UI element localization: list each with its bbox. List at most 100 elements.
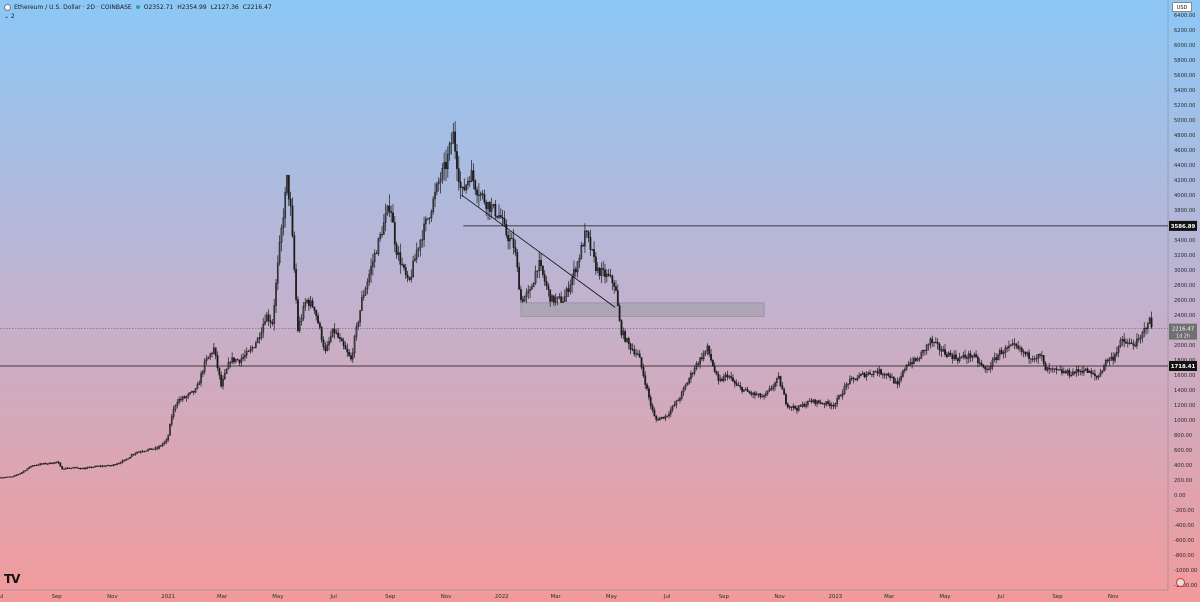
candle-body bbox=[1104, 359, 1107, 367]
currency-button[interactable]: USD bbox=[1172, 2, 1192, 12]
candle-body bbox=[891, 376, 893, 378]
symbol-header[interactable]: Ethereum / U.S. Dollar · 2D · COINBASE O… bbox=[4, 1, 276, 13]
candle-body bbox=[317, 315, 319, 324]
us-flag-icon[interactable] bbox=[1176, 578, 1185, 587]
candle-body bbox=[852, 377, 855, 379]
time-tick-label: 2021 bbox=[161, 594, 175, 600]
candle-body bbox=[900, 376, 903, 381]
candle-body bbox=[72, 467, 75, 469]
candle-body bbox=[97, 465, 100, 467]
candle-body bbox=[439, 178, 442, 183]
candle-body bbox=[216, 355, 219, 369]
candle-body bbox=[881, 374, 884, 376]
candle-body bbox=[759, 393, 762, 398]
candle-body bbox=[315, 310, 318, 317]
candle-body bbox=[30, 466, 32, 468]
candle-body bbox=[662, 416, 665, 419]
time-tick-label: Nov bbox=[107, 594, 118, 600]
candle-body bbox=[825, 401, 828, 405]
candle-body bbox=[754, 392, 756, 396]
candle-body bbox=[108, 464, 111, 466]
candle-body bbox=[256, 337, 259, 344]
candle-body bbox=[337, 332, 340, 338]
candle-body bbox=[282, 217, 285, 229]
candle-body bbox=[816, 400, 818, 405]
candle-body bbox=[752, 392, 754, 395]
candle-body bbox=[1134, 344, 1136, 347]
time-tick-label: Mar bbox=[551, 594, 562, 600]
indicators-toggle[interactable]: ⌄ 2 bbox=[4, 13, 15, 20]
candle-body bbox=[117, 462, 120, 465]
candle-body bbox=[576, 261, 579, 273]
candle-body bbox=[1114, 354, 1116, 361]
candle-body bbox=[605, 273, 608, 277]
candle-body bbox=[627, 338, 630, 345]
time-axis[interactable]: Jul Sep Nov 2021 Mar May Jul Sep Nov 2022 Mar May Ju… bbox=[0, 594, 1119, 600]
price-tick-label: 2800.00 bbox=[1174, 283, 1195, 289]
price-tick-label: 4400.00 bbox=[1174, 163, 1195, 169]
candle-body bbox=[485, 202, 488, 210]
candle-body bbox=[629, 343, 632, 350]
candle-body bbox=[432, 198, 435, 213]
candle-body bbox=[591, 249, 594, 251]
candle-body bbox=[426, 218, 429, 220]
candle-body bbox=[467, 180, 469, 186]
price-tick-label: 0.00 bbox=[1174, 493, 1186, 499]
candle-body bbox=[492, 204, 495, 206]
candle-body bbox=[715, 371, 718, 375]
candle-body bbox=[880, 369, 882, 375]
level-badge-bg bbox=[1169, 220, 1197, 231]
candle-body bbox=[90, 466, 93, 468]
candle-body bbox=[42, 463, 45, 465]
candle-body bbox=[415, 250, 418, 260]
candle-body bbox=[472, 170, 475, 181]
candle-body bbox=[339, 337, 341, 339]
price-tick-label: 1200.00 bbox=[1174, 403, 1195, 409]
trend-line bbox=[461, 194, 616, 308]
symbol-title[interactable]: Ethereum / U.S. Dollar · 2D · COINBASE bbox=[14, 3, 132, 11]
candle-body bbox=[176, 402, 179, 406]
price-tick-label: 3000.00 bbox=[1174, 268, 1195, 274]
candle-body bbox=[772, 386, 775, 389]
candle-body bbox=[28, 466, 31, 469]
candle-body bbox=[384, 213, 387, 223]
candle-body bbox=[83, 467, 85, 470]
candle-body bbox=[525, 292, 528, 297]
candle-body bbox=[931, 338, 934, 343]
candle-body bbox=[362, 295, 365, 298]
candle-body bbox=[344, 345, 347, 350]
candle-body bbox=[368, 273, 371, 283]
candle-body bbox=[218, 367, 221, 376]
candle-body bbox=[1088, 370, 1091, 373]
candle-body bbox=[942, 349, 945, 352]
candle-body bbox=[850, 377, 853, 380]
candle-body bbox=[894, 381, 897, 384]
price-tick-label: -400.00 bbox=[1174, 523, 1194, 529]
candle-body bbox=[956, 358, 959, 362]
candle-body bbox=[934, 341, 937, 343]
candle-body bbox=[185, 396, 188, 399]
candle-body bbox=[419, 239, 422, 249]
price-tick-label: 1000.00 bbox=[1174, 418, 1195, 424]
candle-body bbox=[860, 374, 862, 376]
price-tick-label: 3200.00 bbox=[1174, 253, 1195, 259]
candle-body bbox=[437, 182, 440, 185]
candle-body bbox=[254, 342, 257, 348]
candle-body bbox=[520, 289, 522, 300]
candle-body bbox=[306, 299, 308, 303]
candle-body bbox=[713, 365, 716, 372]
candle-body bbox=[1004, 347, 1007, 353]
candle-body bbox=[1035, 358, 1038, 360]
candle-body bbox=[640, 357, 643, 368]
candle-body bbox=[768, 388, 771, 392]
candle-body bbox=[304, 302, 307, 307]
candle-body bbox=[964, 354, 967, 358]
candle-body bbox=[311, 300, 314, 308]
candle-body bbox=[920, 352, 923, 359]
price-axis[interactable]: -1200.00 -1000.00 -800.00 -600.00 -400.00 -20… bbox=[1174, 13, 1197, 589]
candle-body bbox=[814, 399, 817, 405]
candle-body bbox=[658, 417, 661, 421]
candle-body bbox=[794, 405, 797, 409]
